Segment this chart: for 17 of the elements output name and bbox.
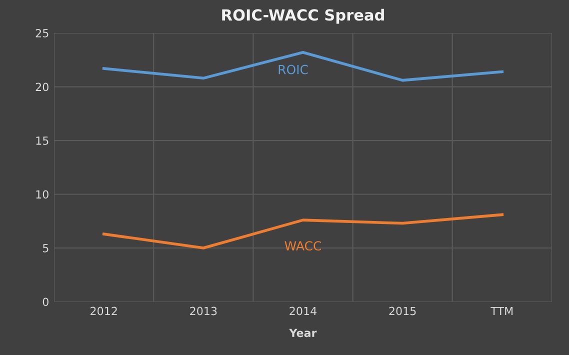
x-tick-label: TTM bbox=[490, 306, 513, 316]
x-tick-label: 2015 bbox=[389, 306, 416, 316]
chart-title: ROIC-WACC Spread bbox=[222, 8, 384, 24]
y-tick-label: 0 bbox=[42, 298, 48, 306]
series-label: WACC bbox=[284, 241, 322, 251]
y-tick-label: 5 bbox=[42, 244, 48, 252]
x-axis-title: Year bbox=[289, 328, 317, 338]
y-tick-label: 10 bbox=[36, 190, 48, 199]
x-tick-label: 2014 bbox=[290, 306, 317, 316]
y-tick-label: 20 bbox=[36, 82, 48, 92]
y-tick-label: 15 bbox=[36, 136, 48, 145]
x-tick-label: 2013 bbox=[190, 306, 217, 316]
line-series bbox=[102, 50, 504, 82]
y-tick-label: 25 bbox=[36, 28, 48, 38]
series-label: ROIC bbox=[278, 64, 308, 74]
x-tick-label: 2012 bbox=[90, 306, 117, 316]
line-series bbox=[102, 213, 504, 250]
